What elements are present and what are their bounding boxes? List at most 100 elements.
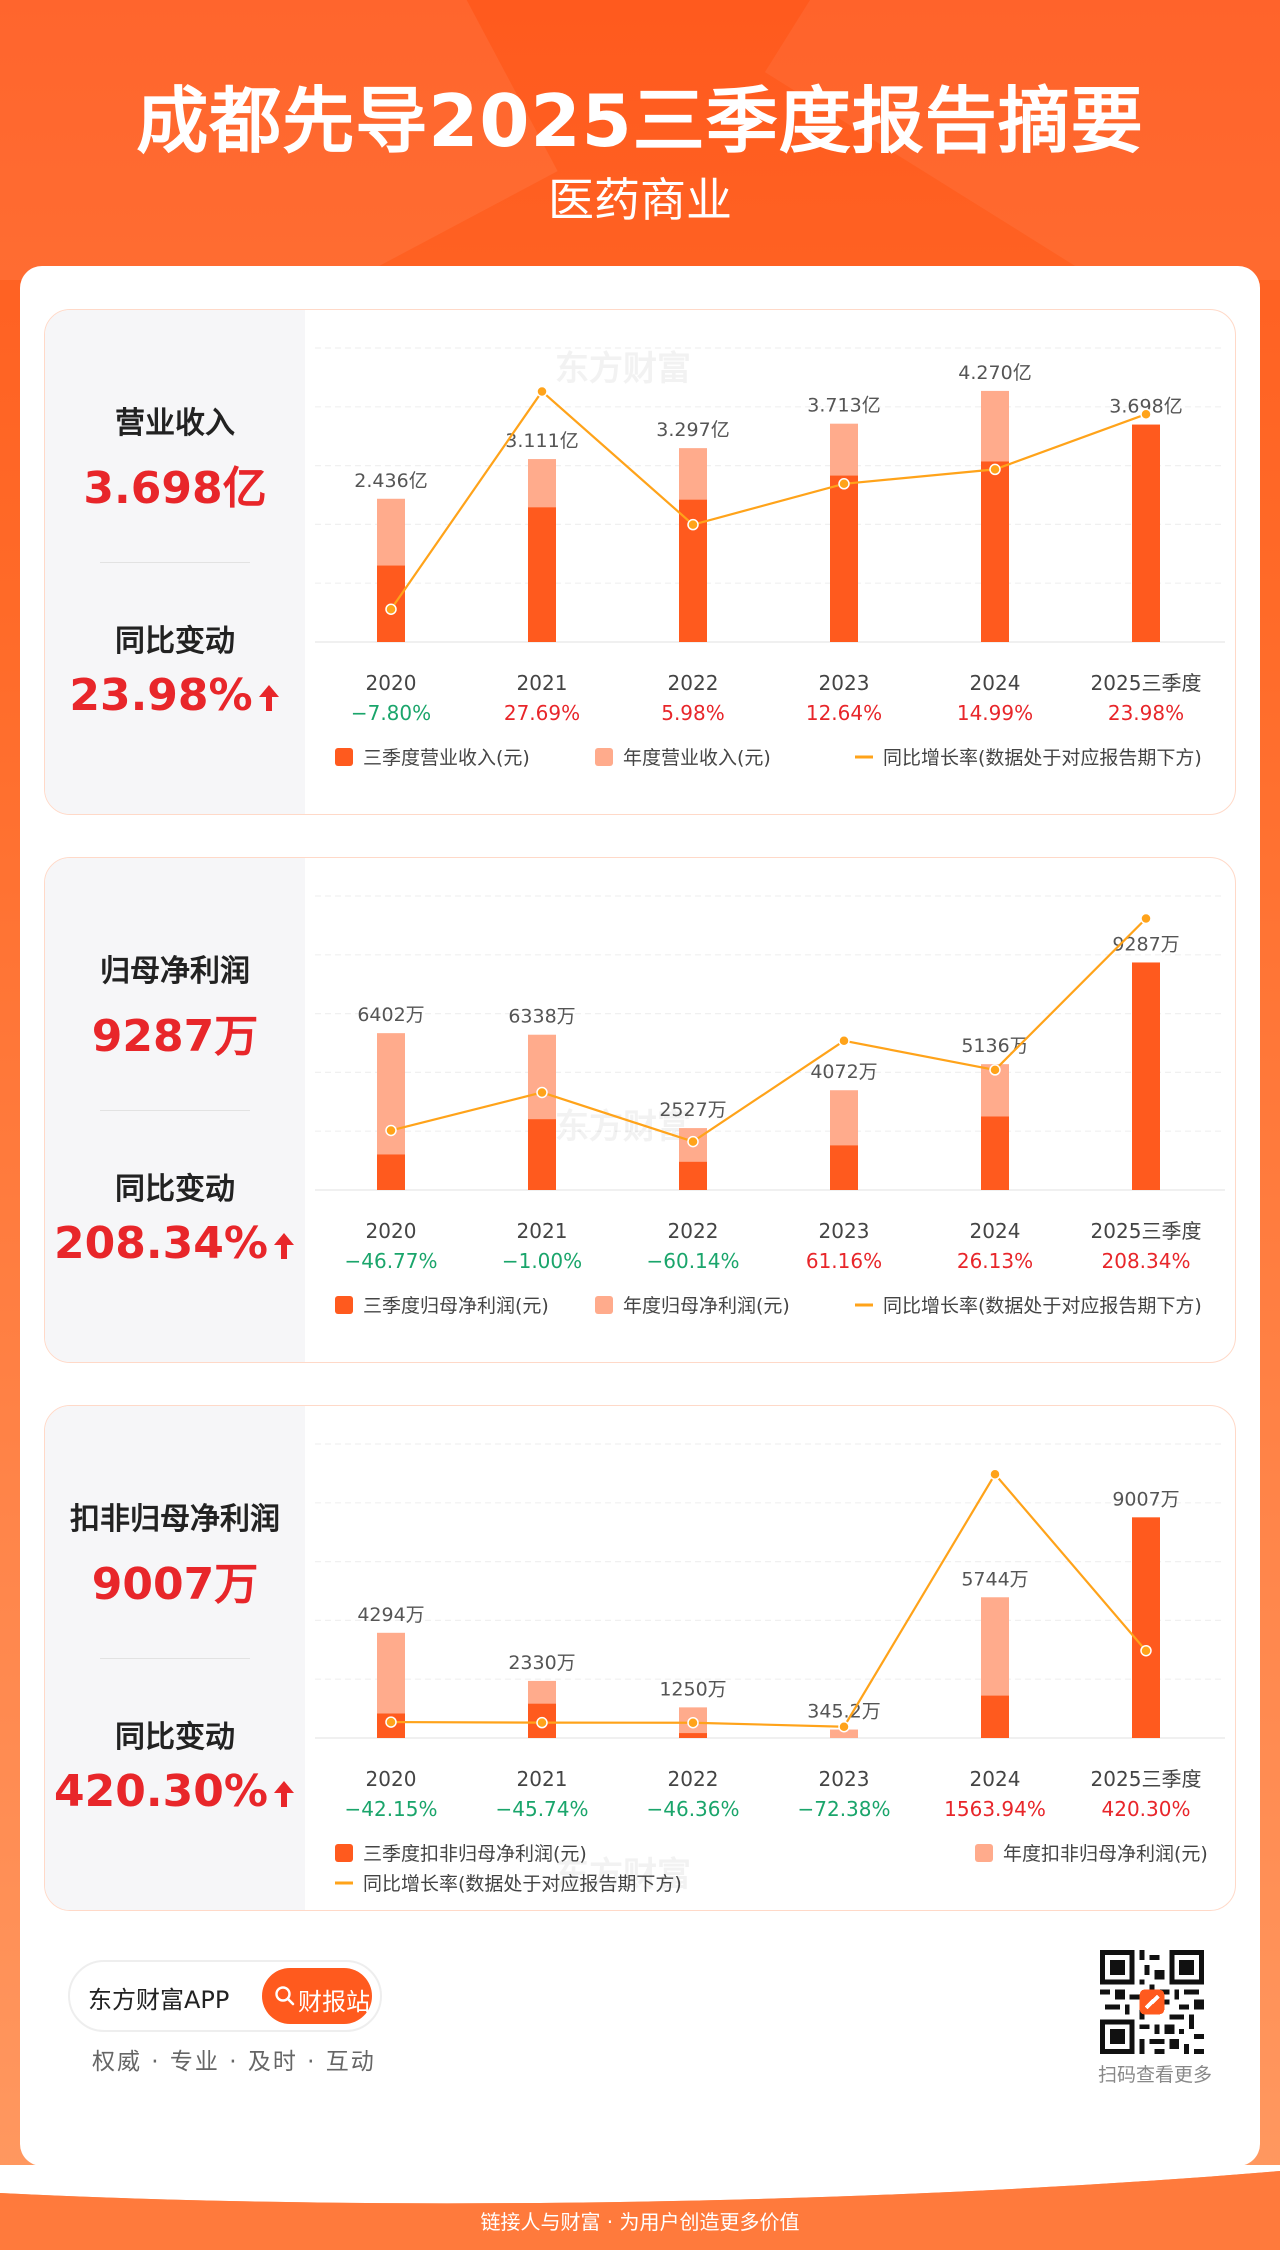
growth-label: −42.15% [344, 1797, 437, 1821]
up-arrow-icon [273, 1781, 294, 1807]
metric-value: 9007万 [91, 1559, 259, 1610]
q3-bar [981, 1695, 1009, 1738]
q3-bar [1132, 424, 1160, 642]
industry-subtitle: 医药商业 [548, 173, 732, 227]
legend-label: 三季度归母净利润(元) [363, 1295, 549, 1317]
legend-swatch [975, 1844, 993, 1862]
bar-value-label: 3.297亿 [656, 419, 729, 441]
growth-point [687, 1716, 699, 1729]
legend-label: 年度归母净利润(元) [623, 1295, 790, 1317]
metric-summary: 归母净利润 9287万 同比变动 208.34% [45, 858, 305, 1362]
bar-value-label: 9287万 [1112, 933, 1179, 955]
category-label: 2021 [517, 1767, 568, 1791]
category-label: 2020 [366, 1767, 417, 1791]
deducted-net-profit-panel: 扣非归母净利润 9007万 同比变动 420.30% 东方财富 4294万 2020… [44, 1405, 1236, 1911]
growth-point [838, 1720, 850, 1733]
q3-bar [528, 507, 556, 642]
change-label: 同比变动 [115, 1720, 235, 1755]
metric-summary: 营业收入 3.698亿 同比变动 23.98% [45, 310, 305, 814]
growth-line [390, 1472, 1147, 1728]
qr-code-icon[interactable] [1100, 1950, 1204, 2054]
growth-line [390, 389, 1147, 610]
legend-label: 同比增长率(数据处于对应报告期下方) [363, 1873, 682, 1895]
q3-bar [830, 1145, 858, 1190]
report-station-button[interactable]: 财报站 [262, 1968, 372, 2024]
q3-bar [679, 1733, 707, 1738]
q3-bar [679, 1161, 707, 1190]
category-label: 2025三季度 [1091, 1767, 1202, 1791]
change-value: 420.30% [45, 1766, 305, 1817]
bar-value-label: 4072万 [810, 1061, 877, 1083]
q3-bar [377, 1154, 405, 1190]
growth-point [536, 1086, 548, 1099]
watermark: 东方财富 [555, 349, 691, 389]
q3-bar [1132, 962, 1160, 1190]
growth-point [1140, 1644, 1152, 1657]
revenue-panel: 营业收入 3.698亿 同比变动 23.98% 东方财富 2.436亿 2020 −7… [44, 309, 1236, 815]
legend-swatch [335, 1296, 353, 1314]
growth-point [989, 1468, 1001, 1481]
growth-point [536, 385, 548, 398]
annual-bar [830, 1729, 858, 1738]
growth-label: −46.36% [646, 1797, 739, 1821]
up-arrow-icon [273, 1233, 294, 1259]
category-label: 2020 [366, 671, 417, 695]
growth-label: 5.98% [661, 701, 725, 725]
growth-point [385, 1716, 397, 1728]
legend-swatch [335, 1844, 353, 1862]
metric-label: 扣非归母净利润 [70, 1502, 280, 1537]
bar-value-label: 6338万 [508, 1006, 575, 1028]
bar-value-label: 6402万 [357, 1004, 424, 1026]
category-label: 2024 [970, 1767, 1021, 1791]
growth-label: 208.34% [1102, 1249, 1191, 1273]
app-badge[interactable]: 东方财富APP 财报站 [68, 1960, 382, 2032]
search-icon [275, 1986, 295, 2006]
growth-point [838, 478, 850, 490]
growth-point [687, 1135, 699, 1148]
app-name: 东方财富APP [88, 1986, 230, 2014]
bar-value-label: 2.436亿 [354, 470, 427, 492]
growth-label: 1563.94% [944, 1797, 1046, 1821]
growth-point [385, 1124, 397, 1137]
bottom-slogan: 链接人与财富 · 为用户创造更多价值 [480, 2210, 800, 2234]
metric-label: 营业收入 [115, 406, 235, 441]
change-value: 208.34% [45, 1218, 305, 1269]
up-arrow-icon [258, 685, 279, 711]
growth-point [687, 518, 699, 531]
category-label: 2021 [517, 1219, 568, 1243]
legend-swatch [335, 748, 353, 766]
bar-value-label: 5744万 [961, 1568, 1028, 1590]
growth-point [1140, 408, 1152, 420]
button-label: 财报站 [298, 1988, 370, 2016]
revenue-chart: 东方财富 2.436亿 2020 −7.80% 3.111亿 2021 27.69% 3.29… [315, 347, 1225, 769]
metric-value: 3.698亿 [83, 463, 267, 514]
divider [100, 1658, 250, 1659]
growth-label: 12.64% [806, 701, 882, 725]
bottom-wave [0, 2165, 1280, 2250]
growth-label: −45.74% [495, 1797, 588, 1821]
growth-label: −46.77% [344, 1249, 437, 1273]
metric-value: 9287万 [91, 1011, 259, 1062]
growth-point [536, 1716, 548, 1729]
divider [100, 1110, 250, 1111]
category-label: 2022 [668, 671, 719, 695]
growth-label: 23.98% [1108, 701, 1184, 725]
bar-value-label: 4294万 [357, 1604, 424, 1626]
growth-line [390, 917, 1147, 1143]
net-profit-chart: 东方财富 6402万 2020 −46.77% 6338万 2021 −1.00% 2527万… [315, 895, 1225, 1317]
growth-point [838, 1035, 850, 1047]
category-label: 2025三季度 [1091, 671, 1202, 695]
category-label: 2022 [668, 1219, 719, 1243]
change-label: 同比变动 [115, 1172, 235, 1207]
bar-value-label: 1250万 [659, 1678, 726, 1700]
growth-label: −72.38% [797, 1797, 890, 1821]
watermark: 东方财富 [555, 1107, 691, 1147]
growth-point [1140, 912, 1152, 925]
net-profit-panel: 归母净利润 9287万 同比变动 208.34% 东方财富 6402万 2020 −4… [44, 857, 1236, 1363]
legend-label: 同比增长率(数据处于对应报告期下方) [883, 1295, 1202, 1317]
growth-label: −60.14% [646, 1249, 739, 1273]
category-label: 2025三季度 [1091, 1219, 1202, 1243]
q3-bar [981, 461, 1009, 642]
legend-label: 三季度营业收入(元) [363, 747, 530, 769]
metric-label: 归母净利润 [100, 954, 250, 989]
